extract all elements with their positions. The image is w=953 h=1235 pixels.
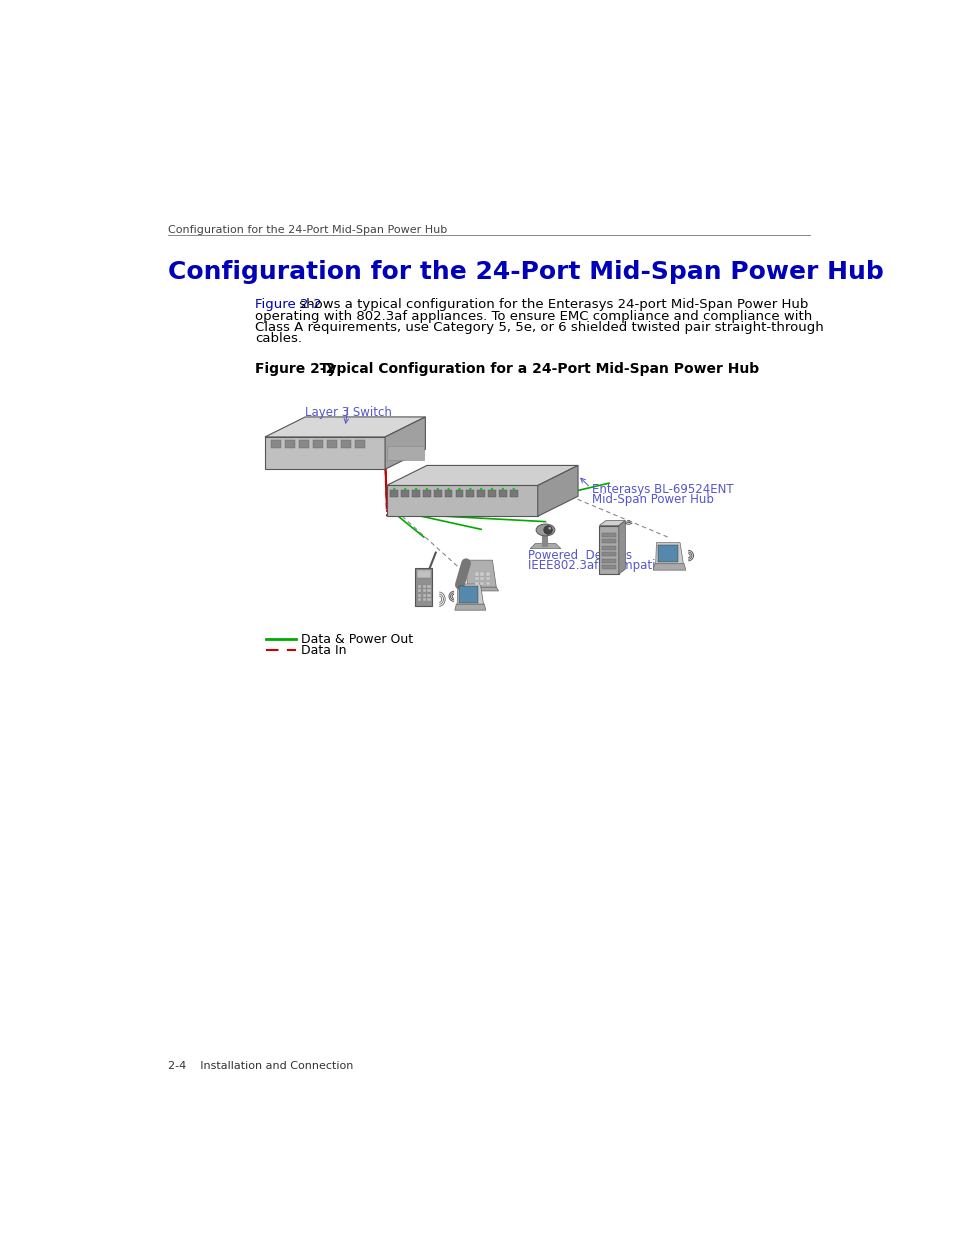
- Circle shape: [415, 488, 416, 490]
- Polygon shape: [618, 521, 624, 574]
- Bar: [485, 577, 489, 580]
- Bar: [434, 490, 441, 496]
- Text: Enterasys BL-69524ENT: Enterasys BL-69524ENT: [592, 483, 733, 496]
- Bar: [601, 546, 616, 550]
- Bar: [422, 585, 425, 588]
- Text: cables.: cables.: [254, 332, 301, 345]
- Polygon shape: [456, 584, 483, 604]
- Text: Figure 2-2: Figure 2-2: [254, 299, 321, 311]
- Text: Layer 3 Switch: Layer 3 Switch: [305, 406, 392, 419]
- Bar: [412, 490, 419, 496]
- Circle shape: [447, 488, 449, 490]
- Circle shape: [393, 488, 395, 490]
- Text: shows a typical configuration for the Enterasys 24-port Mid-Span Power Hub: shows a typical configuration for the En…: [294, 299, 808, 311]
- Text: Configuration for the 24-Port Mid-Span Power Hub: Configuration for the 24-Port Mid-Span P…: [168, 225, 447, 235]
- Bar: [427, 585, 430, 588]
- Circle shape: [425, 488, 428, 490]
- Bar: [498, 490, 506, 496]
- Bar: [340, 440, 351, 448]
- Bar: [417, 585, 421, 588]
- Circle shape: [479, 488, 482, 490]
- Polygon shape: [386, 466, 578, 485]
- Bar: [480, 573, 484, 576]
- Polygon shape: [463, 587, 498, 592]
- Bar: [422, 598, 425, 601]
- Circle shape: [548, 527, 551, 530]
- Polygon shape: [655, 542, 682, 563]
- Circle shape: [512, 488, 515, 490]
- Bar: [480, 582, 484, 585]
- Bar: [475, 577, 478, 580]
- Polygon shape: [415, 568, 432, 606]
- Circle shape: [491, 488, 493, 490]
- Bar: [390, 490, 397, 496]
- Bar: [488, 490, 496, 496]
- Bar: [271, 440, 281, 448]
- Bar: [601, 532, 616, 537]
- Bar: [427, 598, 430, 601]
- Circle shape: [501, 488, 503, 490]
- Circle shape: [469, 488, 471, 490]
- Bar: [601, 558, 616, 563]
- Bar: [485, 573, 489, 576]
- Bar: [417, 594, 421, 597]
- Bar: [401, 490, 409, 496]
- Bar: [313, 440, 323, 448]
- Bar: [485, 582, 489, 585]
- Bar: [598, 526, 618, 574]
- Bar: [480, 577, 484, 580]
- Bar: [444, 490, 452, 496]
- Bar: [658, 545, 677, 562]
- Text: 2-4    Installation and Connection: 2-4 Installation and Connection: [168, 1061, 353, 1071]
- Circle shape: [404, 488, 406, 490]
- Text: Data In: Data In: [300, 643, 346, 657]
- Bar: [386, 446, 423, 461]
- Bar: [355, 440, 365, 448]
- Text: operating with 802.3af appliances. To ensure EMC compliance and compliance with: operating with 802.3af appliances. To en…: [254, 310, 811, 322]
- Bar: [422, 589, 425, 593]
- Polygon shape: [465, 561, 496, 587]
- Bar: [601, 566, 616, 569]
- Text: Data & Power Out: Data & Power Out: [300, 634, 413, 646]
- Circle shape: [436, 488, 438, 490]
- Bar: [475, 582, 478, 585]
- Polygon shape: [598, 521, 624, 526]
- Text: Typical Configuration for a 24-Port Mid-Span Power Hub: Typical Configuration for a 24-Port Mid-…: [299, 362, 759, 377]
- Bar: [475, 573, 478, 576]
- Polygon shape: [530, 543, 560, 548]
- Bar: [416, 571, 430, 578]
- Polygon shape: [265, 437, 385, 469]
- Bar: [417, 598, 421, 601]
- Polygon shape: [386, 485, 537, 516]
- Bar: [601, 552, 616, 556]
- Bar: [422, 594, 425, 597]
- Circle shape: [457, 488, 460, 490]
- Text: IEEE802.3af  Compatible: IEEE802.3af Compatible: [528, 558, 674, 572]
- Bar: [466, 490, 474, 496]
- Polygon shape: [537, 466, 578, 516]
- Bar: [459, 587, 477, 603]
- Bar: [417, 589, 421, 593]
- Text: Figure 2-2: Figure 2-2: [254, 362, 335, 377]
- Polygon shape: [653, 563, 685, 571]
- Text: Configuration for the 24-Port Mid-Span Power Hub: Configuration for the 24-Port Mid-Span P…: [168, 259, 882, 284]
- Bar: [422, 490, 431, 496]
- Ellipse shape: [536, 524, 555, 536]
- Polygon shape: [385, 417, 425, 469]
- Bar: [601, 540, 616, 543]
- Polygon shape: [265, 417, 425, 437]
- Text: Mid-Span Power Hub: Mid-Span Power Hub: [592, 493, 713, 506]
- Circle shape: [543, 526, 552, 535]
- Bar: [427, 594, 430, 597]
- Polygon shape: [455, 604, 485, 610]
- Bar: [456, 490, 463, 496]
- Text: Powered  Devices: Powered Devices: [528, 548, 632, 562]
- Bar: [476, 490, 484, 496]
- Bar: [427, 589, 430, 593]
- Bar: [509, 490, 517, 496]
- Bar: [285, 440, 294, 448]
- Text: Class A requirements, use Category 5, 5e, or 6 shielded twisted pair straight-th: Class A requirements, use Category 5, 5e…: [254, 321, 822, 333]
- Bar: [327, 440, 336, 448]
- Bar: [298, 440, 309, 448]
